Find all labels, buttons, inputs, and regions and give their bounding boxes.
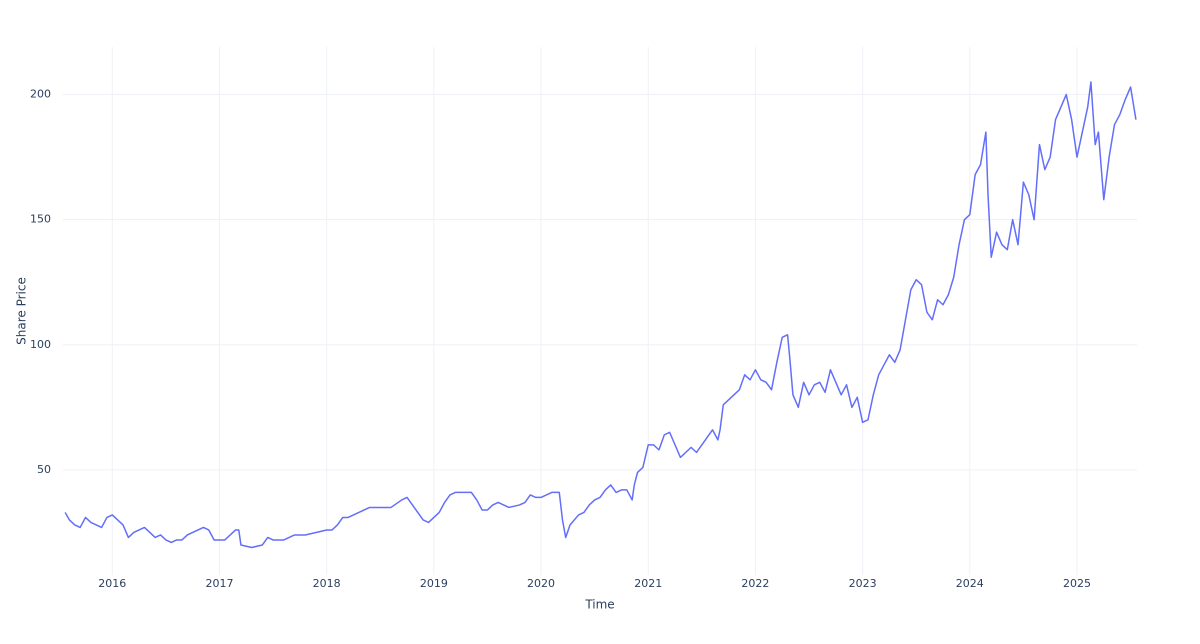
grid <box>63 47 1137 575</box>
y-tick-label: 100 <box>30 338 51 351</box>
y-tick-label: 200 <box>30 88 51 101</box>
y-axis-title: Share Price <box>15 277 29 345</box>
x-tick-label: 2016 <box>98 577 126 590</box>
x-tick-label: 2024 <box>956 577 984 590</box>
x-tick-label: 2023 <box>849 577 877 590</box>
price-line <box>64 81 1137 549</box>
x-tick-label: 2022 <box>741 577 769 590</box>
y-tick-label: 50 <box>37 463 51 476</box>
x-tick-label: 2020 <box>527 577 555 590</box>
x-tick-label: 2021 <box>634 577 662 590</box>
x-axis-title: Time <box>584 598 614 612</box>
x-tick-label: 2019 <box>420 577 448 590</box>
y-tick-label: 150 <box>30 213 51 226</box>
x-tick-label: 2025 <box>1063 577 1091 590</box>
x-tick-label: 2017 <box>205 577 233 590</box>
x-tick-label: 2018 <box>313 577 341 590</box>
